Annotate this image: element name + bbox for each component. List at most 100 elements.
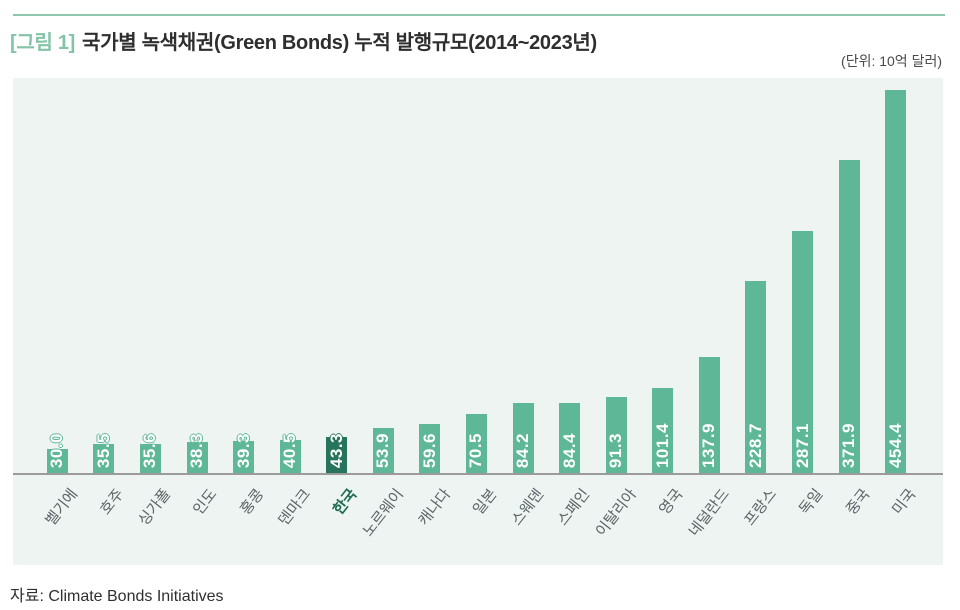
bar-column: 39.3 xyxy=(220,78,267,474)
bar-column: 137.9 xyxy=(686,78,733,474)
bar xyxy=(885,90,907,474)
bar-column: 84.4 xyxy=(546,78,593,474)
bar-value-label: 59.6 xyxy=(419,432,439,468)
x-label-cell: 네덜란드 xyxy=(686,475,733,565)
x-label-cell: 덴마크 xyxy=(267,475,314,565)
bar-column: 59.6 xyxy=(407,78,454,474)
top-divider xyxy=(13,14,945,16)
x-label-cell: 영국 xyxy=(640,475,687,565)
bar-column: 40.5 xyxy=(267,78,314,474)
x-label-cell: 홍콩 xyxy=(220,475,267,565)
x-label-cell: 스페인 xyxy=(546,475,594,565)
bar xyxy=(46,449,68,474)
bar xyxy=(512,403,534,474)
figure-title: [그림 1] 국가별 녹색채권(Green Bonds) 누적 발행규모(2014… xyxy=(10,26,597,55)
bar-column: 91.3 xyxy=(593,78,640,474)
x-axis-line xyxy=(13,473,943,475)
bar-column: 35.6 xyxy=(127,78,174,474)
bar-value-label: 40.5 xyxy=(280,432,300,468)
x-axis-label: 중국 xyxy=(842,485,873,519)
x-label-cell: 인도 xyxy=(174,475,221,565)
bar-column: 371.9 xyxy=(826,78,873,474)
bars-area: 30.0 35.5 35.6 38.3 39.3 40.5 43.3 53.9 59.6 70.5… xyxy=(13,78,943,474)
bar-column: 30.0 xyxy=(34,78,81,474)
bar-column: 53.9 xyxy=(360,78,407,474)
x-label-cell: 캐나다 xyxy=(407,475,454,565)
bar xyxy=(652,388,674,474)
x-label-cell: 프랑스 xyxy=(733,475,780,565)
x-axis-label-korea: 한국 xyxy=(330,485,361,519)
x-axis-label: 벨기에 xyxy=(42,485,82,529)
x-axis-label: 네덜란드 xyxy=(685,485,734,540)
x-axis-label: 스웨덴 xyxy=(507,485,547,529)
bar xyxy=(279,440,301,474)
bar-value-label: 101.4 xyxy=(652,422,672,468)
bar xyxy=(186,442,208,474)
bar xyxy=(372,428,394,474)
x-axis-label: 덴마크 xyxy=(275,485,314,529)
bar-value-label: 30.0 xyxy=(47,432,67,468)
bar-column: 43.3 xyxy=(313,78,360,474)
x-axis-label: 호주 xyxy=(97,485,128,519)
bar-column: 287.1 xyxy=(779,78,826,474)
bar-value-label: 53.9 xyxy=(373,432,393,468)
x-label-cell: 미국 xyxy=(872,475,919,565)
bar xyxy=(233,441,255,474)
x-label-cell: 벨기에 xyxy=(34,475,81,565)
bar xyxy=(745,281,767,474)
green-bonds-bar-chart: 30.0 35.5 35.6 38.3 39.3 40.5 43.3 53.9 59.6 70.5… xyxy=(13,78,943,565)
bar-column: 454.4 xyxy=(872,78,919,474)
x-label-cell: 노르웨이 xyxy=(360,475,407,565)
x-label-cell: 한국 xyxy=(313,475,360,565)
bar xyxy=(419,424,441,474)
bar xyxy=(139,444,161,474)
bar-value-label: 84.2 xyxy=(513,432,533,468)
x-axis-label: 프랑스 xyxy=(740,485,780,529)
bar-value-label: 137.9 xyxy=(699,422,719,468)
x-label-cell: 일본 xyxy=(453,475,500,565)
bar-value-label: 38.3 xyxy=(187,432,207,468)
x-axis-label: 미국 xyxy=(889,485,920,519)
bar-value-label: 35.5 xyxy=(93,432,113,468)
bar-column: 84.2 xyxy=(500,78,547,474)
x-axis-labels: 벨기에 호주 싱가폴 인도 홍콩 덴마크 한국 노르웨이 캐나다 일본 스웨덴 스페인 이탈리아 영국 네덜… xyxy=(13,475,943,565)
x-axis-label: 노르웨이 xyxy=(359,485,408,540)
bar-value-label: 43.3 xyxy=(326,432,346,468)
bar-column: 101.4 xyxy=(640,78,687,474)
bar xyxy=(465,414,487,474)
x-axis-label: 스페인 xyxy=(554,485,594,529)
bar xyxy=(559,403,581,474)
bar-korea-highlight xyxy=(326,437,348,474)
x-axis-label: 싱가폴 xyxy=(135,485,175,529)
bar xyxy=(605,397,627,474)
x-axis-label: 캐나다 xyxy=(414,485,454,529)
unit-label: (단위: 10억 달러) xyxy=(841,53,942,69)
bar-value-label: 228.7 xyxy=(745,422,765,468)
x-label-cell: 중국 xyxy=(826,475,873,565)
bar xyxy=(698,357,720,474)
x-label-cell: 독일 xyxy=(779,475,826,565)
bar-value-label: 70.5 xyxy=(466,432,486,468)
figure-tag: [그림 1] xyxy=(10,32,76,54)
x-label-cell: 호주 xyxy=(81,475,128,565)
bar xyxy=(792,231,814,474)
bar-column: 38.3 xyxy=(174,78,221,474)
x-axis-label: 홍콩 xyxy=(236,485,268,519)
bar xyxy=(93,444,115,474)
bar xyxy=(838,160,860,474)
x-label-cell: 싱가폴 xyxy=(127,475,174,565)
x-axis-label: 이탈리아 xyxy=(592,485,640,540)
bar-column: 70.5 xyxy=(453,78,500,474)
bar-column: 35.5 xyxy=(81,78,128,474)
source-note: 자료: Climate Bonds Initiatives xyxy=(10,588,224,605)
x-axis-label: 일본 xyxy=(469,485,501,519)
bar-value-label: 91.3 xyxy=(606,432,626,468)
bar-value-label: 84.4 xyxy=(559,432,579,468)
x-axis-label: 독일 xyxy=(795,485,827,519)
bar-value-label: 454.4 xyxy=(885,422,905,468)
x-axis-label: 인도 xyxy=(190,485,221,519)
x-axis-label: 영국 xyxy=(656,485,687,519)
x-label-cell: 이탈리아 xyxy=(593,475,640,565)
figure-title-text: 국가별 녹색채권(Green Bonds) 누적 발행규모(2014~2023년… xyxy=(82,32,597,54)
